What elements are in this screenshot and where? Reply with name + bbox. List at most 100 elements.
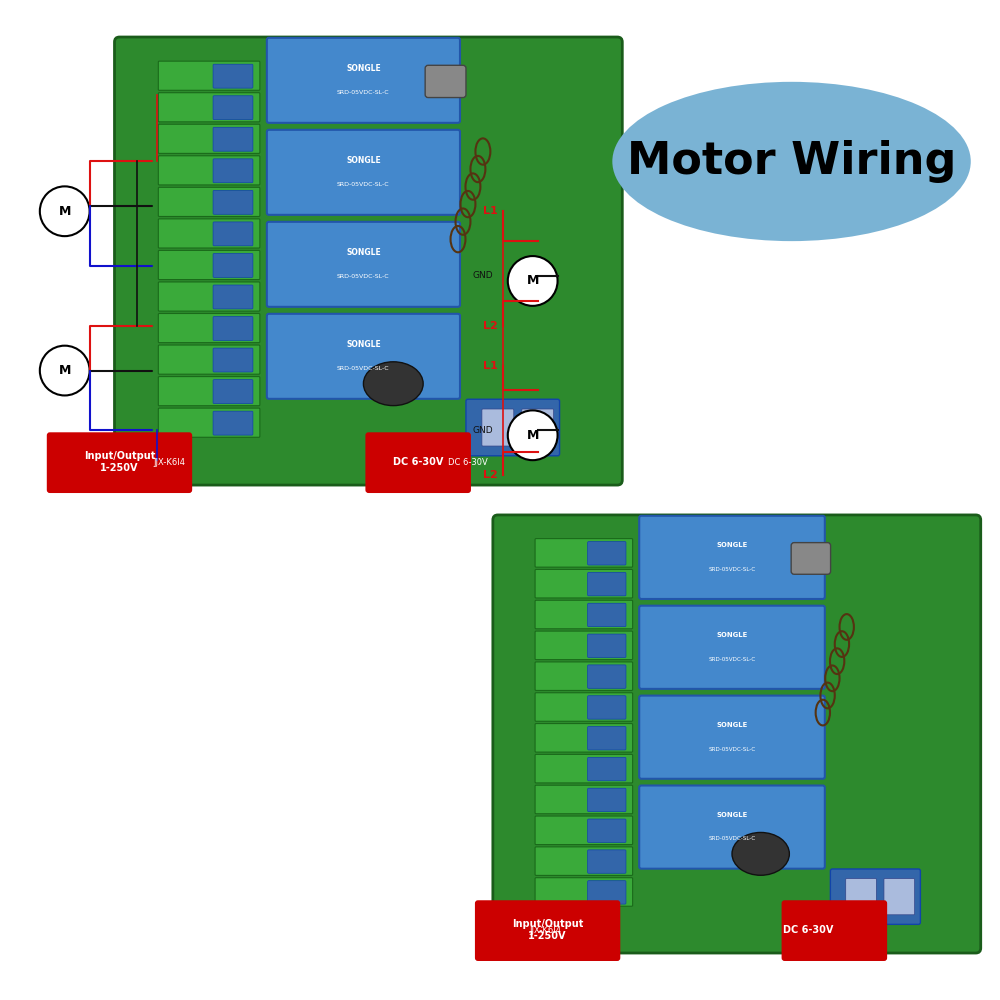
- Text: SRD-05VDC-SL-C: SRD-05VDC-SL-C: [337, 366, 390, 371]
- FancyBboxPatch shape: [639, 696, 825, 779]
- Text: L2: L2: [483, 470, 498, 480]
- Text: SONGLE: SONGLE: [346, 248, 381, 257]
- FancyBboxPatch shape: [791, 543, 831, 574]
- Text: GND: GND: [472, 426, 493, 435]
- FancyBboxPatch shape: [639, 516, 825, 599]
- FancyBboxPatch shape: [639, 786, 825, 869]
- FancyBboxPatch shape: [535, 600, 633, 629]
- Circle shape: [40, 346, 90, 395]
- FancyBboxPatch shape: [522, 409, 554, 446]
- Text: JJX-K6I4: JJX-K6I4: [153, 458, 185, 467]
- Circle shape: [40, 186, 90, 236]
- Text: DC 6-30V: DC 6-30V: [448, 458, 488, 467]
- FancyBboxPatch shape: [535, 631, 633, 660]
- Circle shape: [508, 256, 558, 306]
- FancyBboxPatch shape: [588, 850, 626, 873]
- FancyBboxPatch shape: [213, 411, 253, 435]
- FancyBboxPatch shape: [425, 65, 466, 98]
- FancyBboxPatch shape: [588, 788, 626, 812]
- Text: SRD-05VDC-SL-C: SRD-05VDC-SL-C: [708, 567, 756, 572]
- FancyBboxPatch shape: [588, 696, 626, 719]
- FancyBboxPatch shape: [158, 61, 260, 90]
- FancyBboxPatch shape: [213, 317, 253, 340]
- FancyBboxPatch shape: [213, 96, 253, 120]
- FancyBboxPatch shape: [213, 285, 253, 309]
- Text: SRD-05VDC-SL-C: SRD-05VDC-SL-C: [708, 747, 756, 752]
- FancyBboxPatch shape: [639, 606, 825, 689]
- FancyBboxPatch shape: [588, 819, 626, 842]
- Text: L2: L2: [483, 321, 498, 331]
- FancyBboxPatch shape: [535, 569, 633, 598]
- Text: SONGLE: SONGLE: [346, 340, 381, 349]
- FancyBboxPatch shape: [846, 879, 876, 915]
- FancyBboxPatch shape: [213, 222, 253, 246]
- FancyBboxPatch shape: [588, 603, 626, 627]
- Text: L1: L1: [483, 361, 498, 371]
- FancyBboxPatch shape: [482, 409, 514, 446]
- Text: M: M: [526, 429, 539, 442]
- Text: DC 6-30V: DC 6-30V: [783, 925, 834, 935]
- FancyBboxPatch shape: [535, 847, 633, 875]
- Ellipse shape: [363, 362, 423, 406]
- FancyBboxPatch shape: [493, 515, 981, 953]
- FancyBboxPatch shape: [535, 878, 633, 906]
- Text: M: M: [526, 274, 539, 287]
- FancyBboxPatch shape: [588, 634, 626, 657]
- Text: SRD-05VDC-SL-C: SRD-05VDC-SL-C: [708, 657, 756, 662]
- FancyBboxPatch shape: [884, 879, 915, 915]
- FancyBboxPatch shape: [535, 693, 633, 721]
- Text: SONGLE: SONGLE: [716, 722, 748, 728]
- FancyBboxPatch shape: [158, 250, 260, 280]
- Text: Input/Output
1-250V: Input/Output 1-250V: [512, 919, 583, 941]
- FancyBboxPatch shape: [588, 542, 626, 565]
- FancyBboxPatch shape: [158, 219, 260, 248]
- FancyBboxPatch shape: [158, 345, 260, 374]
- Text: SONGLE: SONGLE: [716, 632, 748, 638]
- FancyBboxPatch shape: [588, 665, 626, 688]
- FancyBboxPatch shape: [158, 187, 260, 216]
- FancyBboxPatch shape: [588, 572, 626, 596]
- FancyBboxPatch shape: [213, 190, 253, 214]
- FancyBboxPatch shape: [158, 93, 260, 122]
- FancyBboxPatch shape: [213, 253, 253, 277]
- FancyBboxPatch shape: [535, 724, 633, 752]
- FancyBboxPatch shape: [213, 159, 253, 183]
- FancyBboxPatch shape: [535, 816, 633, 845]
- Ellipse shape: [732, 832, 789, 875]
- FancyBboxPatch shape: [213, 348, 253, 372]
- Text: SRD-05VDC-SL-C: SRD-05VDC-SL-C: [337, 90, 390, 95]
- FancyBboxPatch shape: [158, 313, 260, 343]
- FancyBboxPatch shape: [158, 282, 260, 311]
- Text: SONGLE: SONGLE: [716, 812, 748, 818]
- Text: Motor Wiring: Motor Wiring: [627, 140, 956, 183]
- FancyBboxPatch shape: [213, 64, 253, 88]
- FancyBboxPatch shape: [466, 399, 560, 456]
- FancyBboxPatch shape: [535, 754, 633, 783]
- FancyBboxPatch shape: [267, 38, 460, 123]
- Text: Input/Output
1-250V: Input/Output 1-250V: [84, 451, 155, 473]
- FancyBboxPatch shape: [115, 37, 622, 485]
- Text: SONGLE: SONGLE: [346, 64, 381, 73]
- FancyBboxPatch shape: [535, 785, 633, 814]
- Text: SRD-05VDC-SL-C: SRD-05VDC-SL-C: [708, 836, 756, 841]
- FancyBboxPatch shape: [267, 314, 460, 399]
- FancyBboxPatch shape: [535, 662, 633, 690]
- FancyBboxPatch shape: [158, 377, 260, 406]
- Text: SONGLE: SONGLE: [346, 156, 381, 165]
- FancyBboxPatch shape: [47, 432, 192, 493]
- Text: M: M: [59, 364, 71, 377]
- FancyBboxPatch shape: [158, 156, 260, 185]
- FancyBboxPatch shape: [213, 127, 253, 151]
- Ellipse shape: [612, 82, 971, 241]
- FancyBboxPatch shape: [588, 727, 626, 750]
- Text: SRD-05VDC-SL-C: SRD-05VDC-SL-C: [337, 182, 390, 187]
- FancyBboxPatch shape: [365, 432, 471, 493]
- FancyBboxPatch shape: [535, 539, 633, 567]
- FancyBboxPatch shape: [158, 124, 260, 153]
- Text: SRD-05VDC-SL-C: SRD-05VDC-SL-C: [337, 274, 390, 279]
- Text: SONGLE: SONGLE: [716, 542, 748, 548]
- FancyBboxPatch shape: [588, 757, 626, 781]
- FancyBboxPatch shape: [782, 900, 887, 961]
- FancyBboxPatch shape: [830, 869, 920, 924]
- FancyBboxPatch shape: [475, 900, 620, 961]
